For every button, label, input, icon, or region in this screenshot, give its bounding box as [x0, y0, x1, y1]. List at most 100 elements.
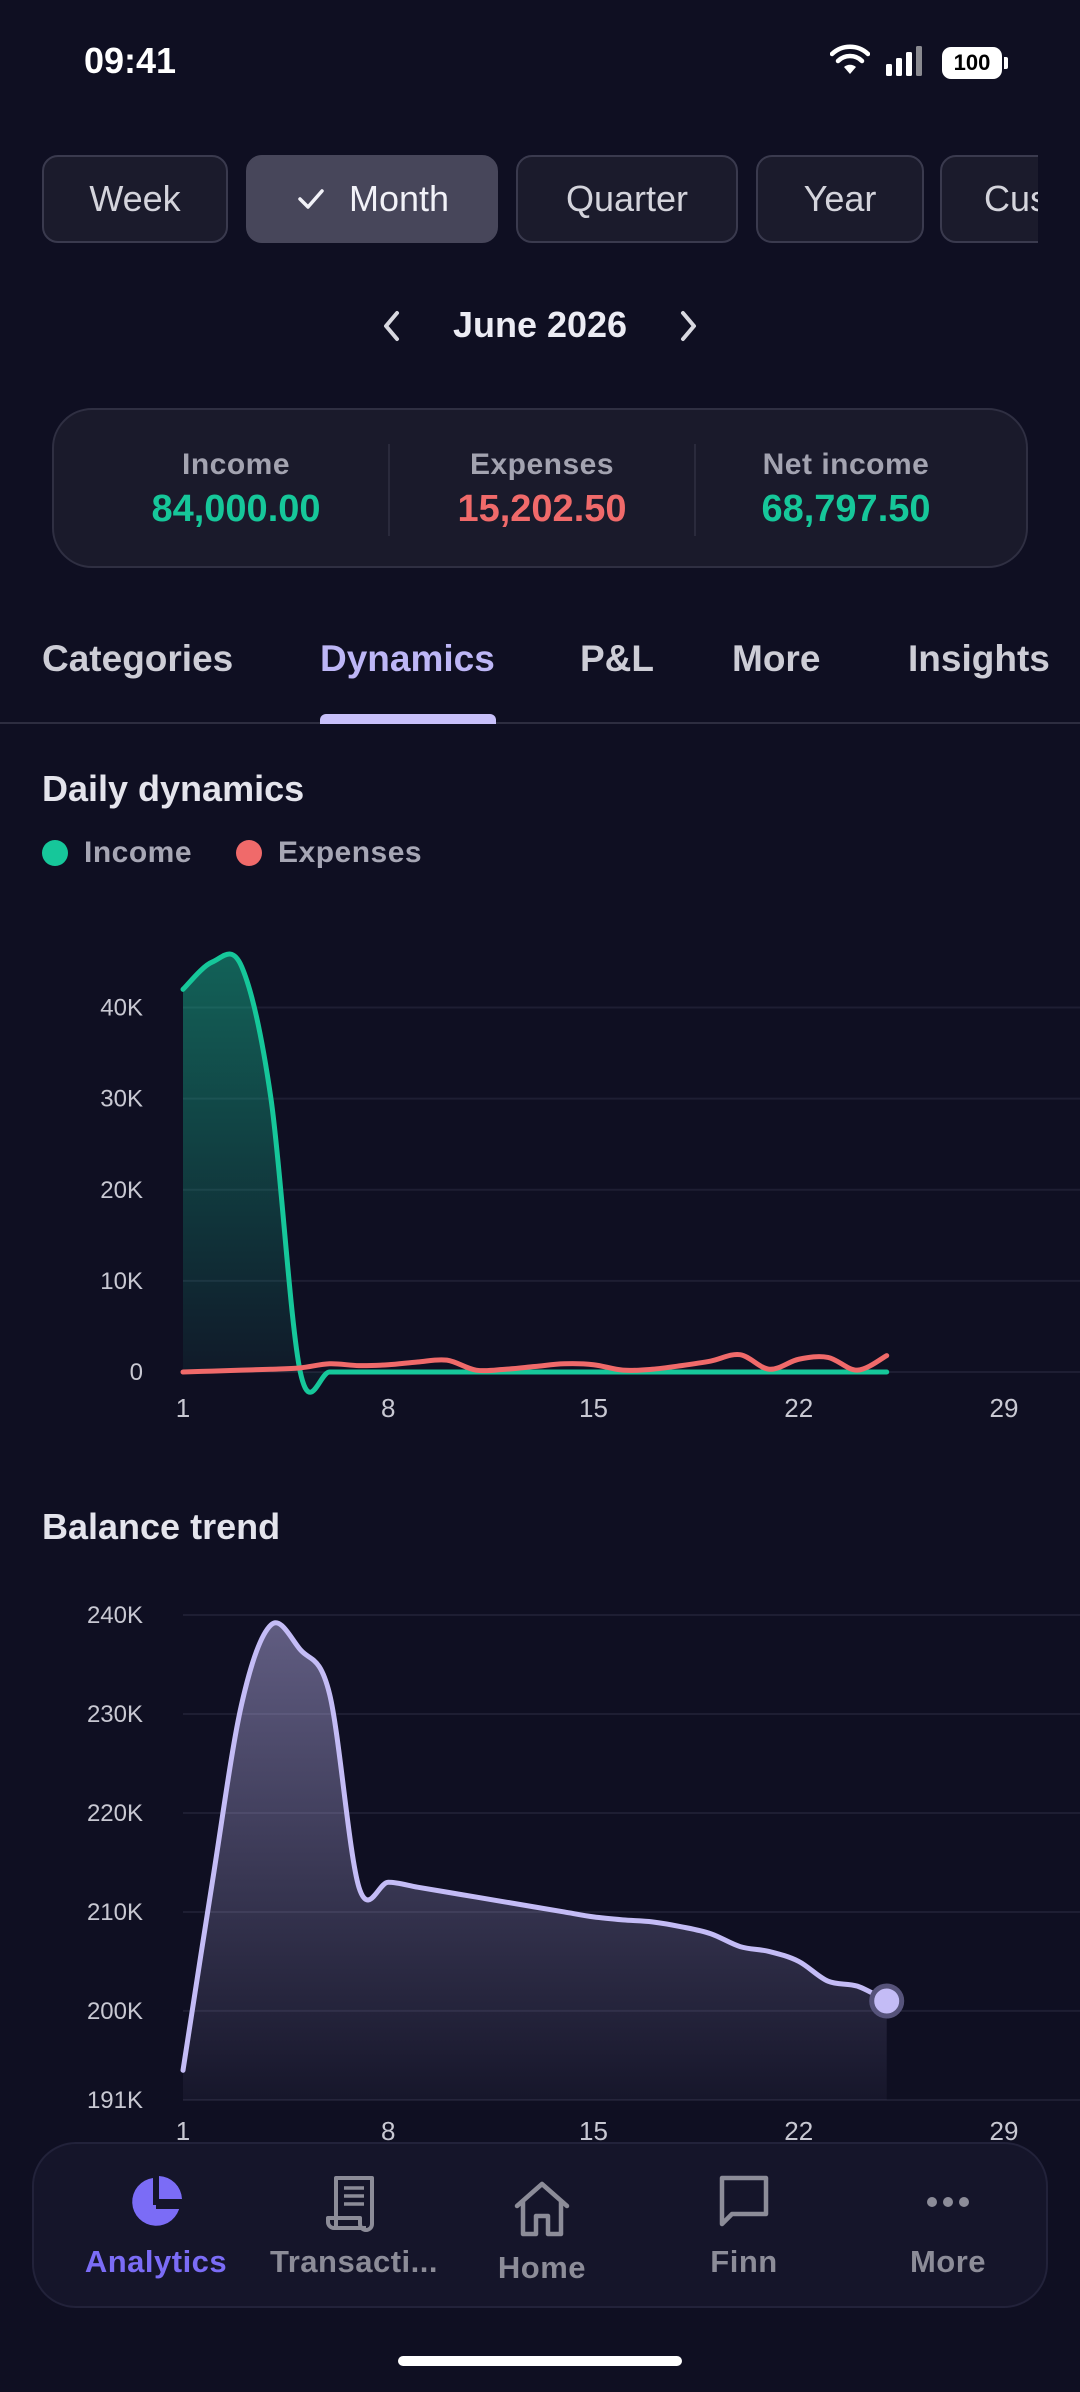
daily-series-0-point	[564, 1372, 565, 1373]
chip-week[interactable]: Week	[42, 155, 228, 243]
daily-x-tick-label: 29	[990, 1393, 1019, 1423]
daily-series-1-point	[886, 1355, 887, 1356]
daily-series-0-point	[241, 966, 242, 967]
chat-icon	[719, 2175, 769, 2227]
chip-custom[interactable]: Custom	[940, 155, 1038, 243]
daily-y-tick-label: 40K	[100, 995, 143, 1022]
tab-more[interactable]: More	[732, 638, 821, 679]
daily-dynamics-chart: 0 10K 20K 30K 40K 1 8 15 22 29	[100, 951, 1080, 1423]
tab-dynamics[interactable]: Dynamics	[320, 638, 495, 679]
balance-series-0-point	[828, 1981, 829, 1982]
previous-month-button[interactable]	[372, 306, 412, 346]
home-indicator	[398, 2356, 682, 2366]
balance-y-tick-label: 220K	[87, 1800, 143, 1827]
summary-card: Income 84,000.00 Expenses 15,202.50 Net …	[52, 408, 1028, 568]
check-icon	[295, 183, 327, 215]
tab-pl[interactable]: P&L	[580, 638, 654, 679]
expenses-dot-icon	[236, 840, 263, 866]
legend-income-label: Income	[84, 836, 193, 869]
nav-more[interactable]: More	[848, 2144, 1048, 2310]
more-dots-icon	[927, 2197, 969, 2207]
chevron-left-icon	[384, 311, 399, 341]
balance-series-0-end-marker[interactable]	[869, 1983, 905, 2019]
balance-x-tick-label: 15	[579, 2116, 608, 2146]
daily-x-tick-label: 22	[784, 1393, 813, 1423]
legend-income: Income	[42, 836, 192, 870]
daily-series-1-point	[358, 1365, 359, 1366]
balance-series-0-point	[270, 1624, 271, 1625]
battery-icon: 100	[942, 46, 1008, 79]
balance-y-tick-label: 240K	[87, 1602, 143, 1629]
nav-analytics[interactable]: Analytics	[56, 2144, 256, 2310]
nav-more-label: More	[909, 2244, 987, 2279]
balance-x-tick-label: 29	[990, 2116, 1019, 2146]
daily-series-0-point	[710, 1372, 711, 1373]
daily-series-1-point	[564, 1363, 565, 1364]
balance-y-tick-label: 230K	[87, 1701, 143, 1728]
daily-series-0-point	[417, 1372, 418, 1373]
balance-series-0-area	[183, 1622, 887, 2100]
summary-divider	[388, 444, 390, 536]
daily-series-0-point	[534, 1372, 535, 1373]
daily-series-0-line	[180, 951, 890, 1395]
daily-series-1-point	[183, 1372, 184, 1373]
balance-x-tick-label: 1	[176, 2116, 190, 2146]
nav-analytics-label: Analytics	[84, 2244, 228, 2279]
balance-series-0-point	[798, 1961, 799, 1962]
daily-series-1-point	[388, 1364, 389, 1365]
balance-series-0-line	[180, 1620, 890, 2073]
current-month-label: June 2026	[452, 304, 628, 345]
nav-finn[interactable]: Finn	[644, 2144, 844, 2310]
daily-series-0-point	[798, 1372, 799, 1373]
daily-series-0-point	[300, 1372, 301, 1373]
pie-chart-icon	[132, 2176, 182, 2226]
daily-series-1-point	[270, 1369, 271, 1370]
chip-month[interactable]: Month	[246, 155, 498, 243]
income-summary: Income 84,000.00	[86, 410, 386, 570]
legend-expenses: Expenses	[236, 836, 422, 870]
daily-x-tick-label: 1	[176, 1393, 190, 1423]
daily-series-0-point	[886, 1372, 887, 1373]
daily-legend: Income Expenses	[42, 836, 466, 870]
daily-series-1-point	[417, 1361, 418, 1362]
balance-series-0-point	[681, 1926, 682, 1927]
chip-quarter[interactable]: Quarter	[516, 155, 738, 243]
daily-x-tick-label: 8	[381, 1393, 395, 1423]
balance-series-0-point	[476, 1897, 477, 1898]
net-income-value: 68,797.50	[761, 488, 931, 530]
chevron-right-icon	[681, 311, 696, 341]
active-tab-indicator	[320, 714, 496, 724]
next-month-button[interactable]	[668, 306, 708, 346]
chip-custom-label: Custom	[984, 178, 1038, 219]
balance-series-0-point	[300, 1649, 301, 1650]
nav-finn-label: Finn	[710, 2244, 778, 2279]
status-icons: 100	[829, 44, 1008, 81]
daily-series-1-point	[622, 1370, 623, 1371]
nav-home[interactable]: Home	[442, 2144, 642, 2310]
daily-y-tick-label: 10K	[100, 1268, 143, 1295]
nav-transactions-label: Transacti...	[270, 2244, 438, 2279]
daily-series-1-point	[798, 1359, 799, 1360]
tab-categories[interactable]: Categories	[42, 638, 234, 679]
nav-transactions[interactable]: Transacti...	[254, 2144, 454, 2310]
chip-year[interactable]: Year	[756, 155, 924, 243]
daily-series-0-point	[593, 1372, 594, 1373]
daily-dynamics-title: Daily dynamics	[42, 768, 305, 809]
nav-home-label: Home	[497, 2250, 587, 2285]
balance-y-tick-label: 200K	[87, 1998, 143, 2025]
home-icon	[514, 2181, 570, 2237]
income-value: 84,000.00	[151, 488, 321, 530]
daily-series-1-point	[534, 1366, 535, 1367]
daily-series-1-point	[446, 1360, 447, 1361]
balance-series-0-point	[652, 1921, 653, 1922]
balance-series-0-point	[329, 1694, 330, 1695]
chip-month-label: Month	[348, 178, 450, 219]
balance-x-tick-label: 22	[784, 2116, 813, 2146]
daily-series-1-point	[212, 1371, 213, 1372]
balance-series-0-point	[183, 2070, 184, 2071]
balance-series-0-point	[593, 1916, 594, 1917]
daily-y-tick-label: 0	[130, 1359, 143, 1386]
tab-insights[interactable]: Insights	[908, 638, 1050, 679]
daily-series-0-point	[681, 1372, 682, 1373]
period-selector: Week Month Quarter Year Custom	[42, 155, 1038, 245]
